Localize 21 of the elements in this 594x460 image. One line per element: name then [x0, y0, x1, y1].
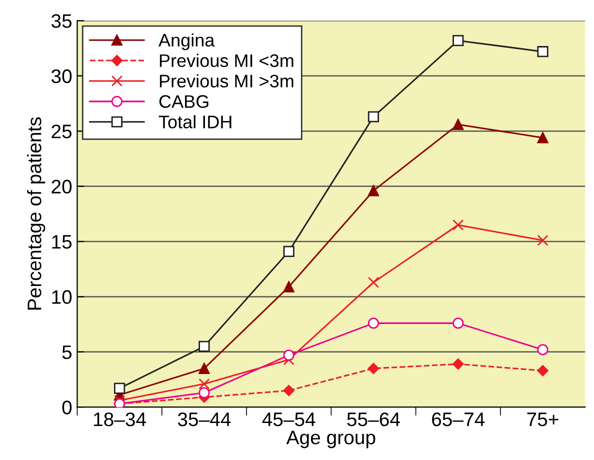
y-tick-label: 35: [51, 14, 72, 28]
x-tick-label: 75+: [527, 412, 558, 426]
x-tick-label: 55–64: [347, 412, 400, 426]
x-tick-label: 65–74: [432, 412, 485, 426]
legend-label: Previous MI >3m: [160, 74, 294, 88]
legend-label: Angina: [158, 33, 215, 50]
x-tick-label: 18–34: [94, 412, 146, 426]
y-tick-label: 5: [62, 346, 72, 360]
y-tick-label: 15: [52, 235, 72, 249]
y-tick-label: 25: [52, 124, 72, 138]
y-tick-label: 30: [51, 69, 72, 84]
y-tick-label: 0: [62, 400, 72, 414]
legend-label: CABG: [159, 95, 208, 108]
y-tick-label: 20: [52, 180, 72, 194]
x-tick-label: 35–44: [178, 412, 231, 426]
legend-label: Total IDH: [158, 115, 232, 128]
y-axis-title: Percentage of patients: [27, 117, 46, 310]
x-tick-label: 45–54: [262, 412, 316, 426]
legend-label: Previous MI <3m: [160, 54, 294, 68]
y-tick-label: 10: [52, 290, 72, 304]
x-axis-title: Age group: [286, 430, 376, 448]
